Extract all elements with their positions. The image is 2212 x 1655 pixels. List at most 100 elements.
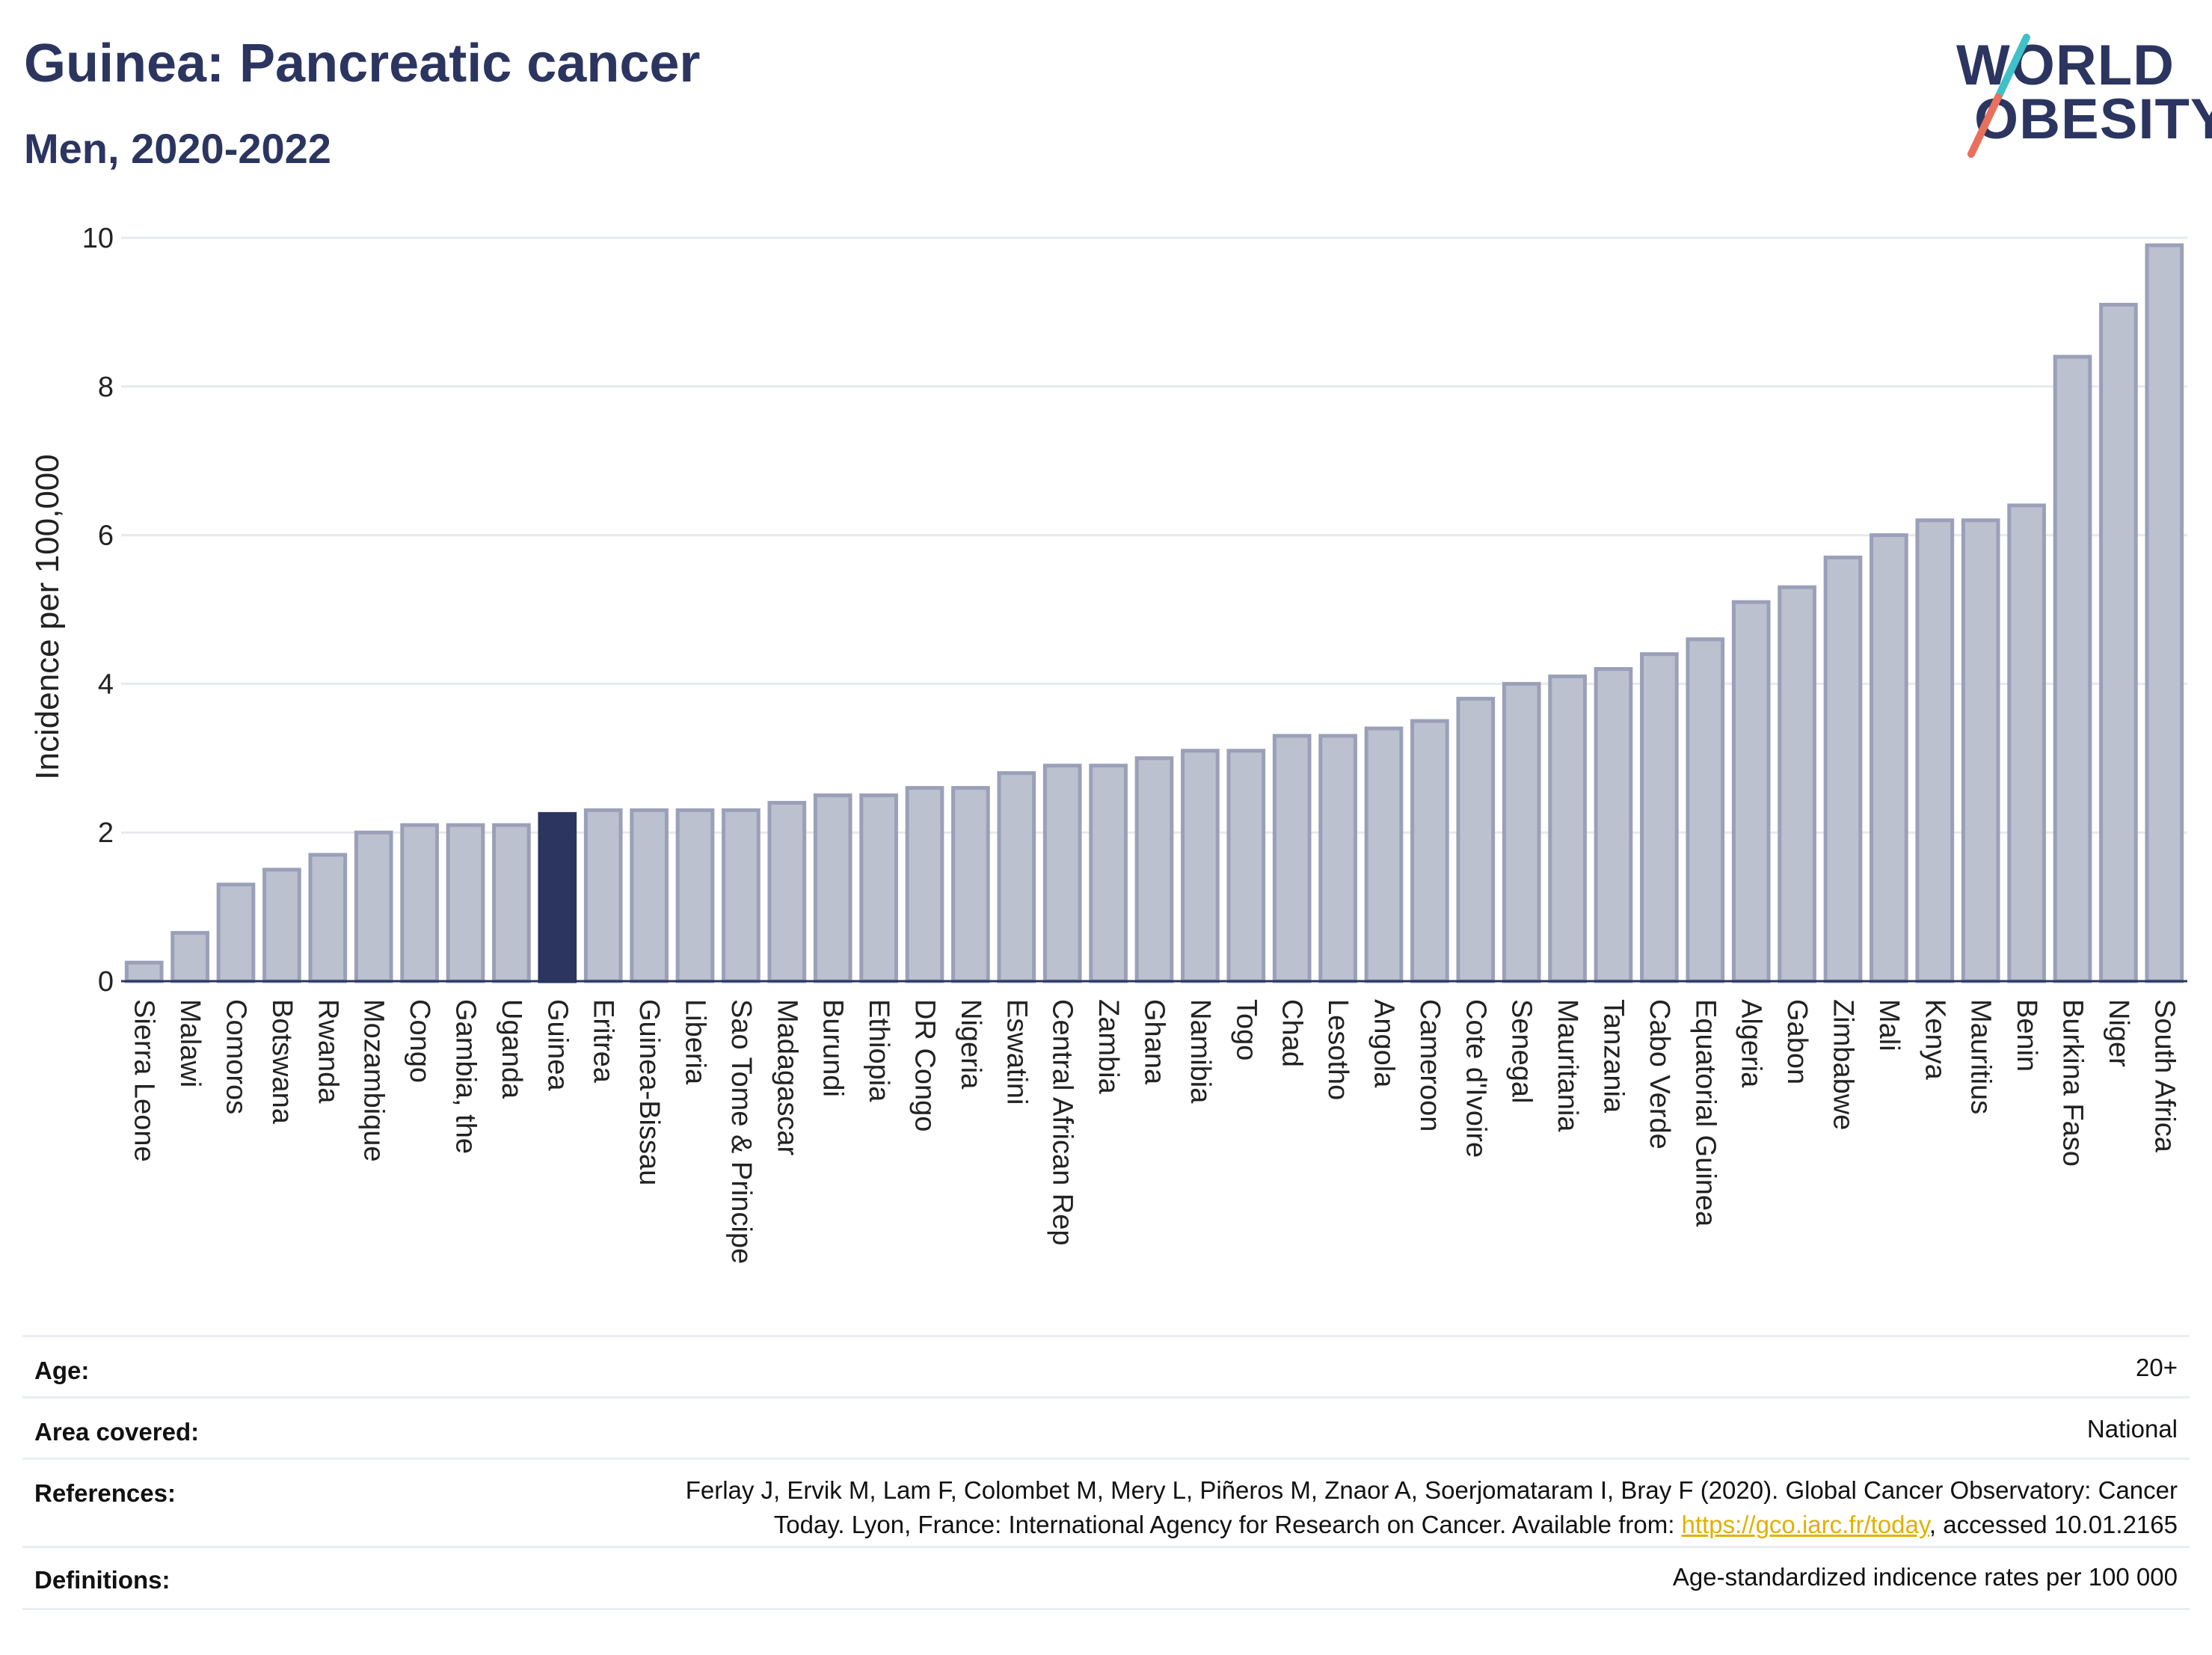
x-category-label: Malawi: [174, 999, 206, 1087]
bar-mauritania: [1548, 674, 1587, 983]
bar-ghana: [1134, 756, 1174, 983]
x-category-label: Rwanda: [312, 999, 343, 1104]
bars: [124, 243, 2184, 983]
x-category-label: Mauritania: [1552, 999, 1583, 1132]
meta-definitions-label: Definitions:: [34, 1566, 170, 1594]
bar-madagascar: [767, 800, 807, 983]
bar-rwanda: [308, 853, 348, 983]
bar-cabo-verde: [1640, 652, 1679, 983]
meta-row-definitions: Definitions: Age-standardized indicence …: [22, 1546, 2190, 1610]
meta-references-label: References:: [34, 1479, 176, 1507]
x-category-label: Guinea-Bissau: [633, 999, 665, 1185]
references-line-2-pre: Today. Lyon, France: International Agenc…: [773, 1511, 1682, 1538]
bar-gabon: [1778, 585, 1816, 983]
x-category-label: Sao Tome & Principe: [725, 999, 757, 1264]
meta-row-references: References: Ferlay J, Ervik M, Lam F, Co…: [22, 1458, 2190, 1548]
x-category-label: Gabon: [1781, 999, 1813, 1084]
x-category-label: Togo: [1230, 999, 1262, 1060]
bar-botswana: [262, 868, 301, 983]
x-category-label: Equatorial Guinea: [1689, 999, 1721, 1227]
x-category-label: Senegal: [1506, 999, 1537, 1103]
x-category-label: Zimbabwe: [1828, 999, 1859, 1130]
x-category-label: Cote d'Ivoire: [1460, 999, 1491, 1158]
x-category-label: Lesotho: [1322, 999, 1354, 1100]
x-category-label: Botswana: [266, 999, 298, 1125]
metadata-table: Age: 20+ Area covered: National Referenc…: [22, 1335, 2190, 1634]
bar-senegal: [1502, 681, 1541, 983]
references-line-2-post: , accessed 10.01.2165: [1929, 1511, 2178, 1538]
x-category-label: Tanzania: [1598, 999, 1629, 1114]
x-category-label: Eswatini: [1001, 999, 1032, 1105]
bar-eswatini: [997, 771, 1036, 983]
x-category-label: Congo: [404, 999, 435, 1083]
bar-togo: [1226, 749, 1266, 983]
x-category-label: Cameroon: [1414, 999, 1446, 1132]
bar-niger: [2099, 302, 2138, 983]
bar-liberia: [675, 808, 715, 983]
bar-burkina-faso: [2053, 354, 2092, 983]
page-title: Guinea: Pancreatic cancer: [24, 34, 701, 93]
bar-eritrea: [583, 808, 623, 983]
x-category-label: Niger: [2103, 999, 2134, 1067]
y-tick-label: 2: [98, 817, 114, 849]
bar-mauritius: [1961, 518, 2000, 983]
y-tick-label: 6: [98, 521, 114, 552]
meta-references-value: Ferlay J, Ervik M, Lam F, Colombet M, Me…: [686, 1473, 2178, 1542]
bar-mali: [1870, 533, 1908, 983]
bar-guinea: [538, 811, 577, 983]
y-axis-title: Incidence per 100,000: [29, 454, 66, 779]
x-category-label: Guinea: [541, 999, 573, 1091]
x-category-label: Eritrea: [588, 999, 619, 1084]
x-category-label: Namibia: [1185, 999, 1216, 1104]
bar-cameroon: [1410, 719, 1449, 983]
bar-nigeria: [951, 786, 990, 983]
x-category-label: Madagascar: [771, 999, 802, 1155]
y-tick-labels: 0 2 4 6 8 10: [82, 223, 114, 998]
x-category-label: Kenya: [1919, 999, 1950, 1081]
bar-burundi: [813, 793, 852, 983]
x-category-label: Mozambique: [358, 999, 390, 1162]
bar-sao-tome-principe: [722, 808, 761, 983]
bar-algeria: [1731, 600, 1771, 983]
x-category-label: Burkina Faso: [2057, 999, 2089, 1167]
x-category-label: Benin: [2011, 999, 2042, 1072]
y-tick-label: 4: [98, 669, 114, 700]
bar-south-africa: [2145, 243, 2184, 983]
bar-central-african-rep: [1042, 764, 1082, 983]
x-category-label: Sierra Leone: [129, 999, 160, 1162]
references-link[interactable]: https://gco.iarc.fr/today: [1681, 1511, 1929, 1538]
bar-ethiopia: [859, 793, 898, 983]
y-tick-label: 10: [82, 223, 114, 254]
x-category-label: Ghana: [1139, 999, 1170, 1085]
meta-area-value: National: [2086, 1415, 2178, 1443]
references-line-2: Today. Lyon, France: International Agenc…: [686, 1508, 2178, 1542]
x-category-label: Algeria: [1736, 999, 1767, 1088]
bar-kenya: [1915, 518, 1955, 983]
x-category-label: Uganda: [496, 999, 527, 1099]
page-subtitle: Men, 2020-2022: [24, 125, 331, 172]
x-category-label: Comoros: [221, 999, 252, 1114]
x-category-label: Zambia: [1093, 999, 1124, 1095]
x-category-label: Cabo Verde: [1644, 999, 1675, 1149]
references-line-1: Ferlay J, Ervik M, Lam F, Colombet M, Me…: [685, 1476, 2178, 1504]
bar-dr-congo: [905, 786, 944, 983]
bar-mozambique: [354, 830, 393, 983]
bar-chart: 0 2 4 6 8 10 Sierra Leone Malawi Comoros Botswan…: [29, 223, 2187, 1264]
logo-line-2: OBESITY: [1974, 87, 2212, 151]
bar-equatorial-guinea: [1686, 637, 1725, 983]
x-category-label: Liberia: [680, 999, 711, 1085]
bar-congo: [400, 823, 439, 983]
meta-row-age: Age: 20+: [22, 1335, 2190, 1398]
world-obesity-logo: WORLD OBESITY: [1944, 30, 2212, 165]
y-tick-label: 8: [98, 372, 114, 403]
x-category-label: Mali: [1873, 999, 1905, 1051]
bar-chad: [1272, 734, 1312, 983]
bar-zambia: [1089, 764, 1128, 983]
bar-guinea-bissau: [630, 808, 669, 983]
x-category-label: DR Congo: [909, 999, 941, 1132]
logo-line-1: WORLD: [1956, 34, 2175, 97]
bar-zimbabwe: [1823, 555, 1863, 983]
x-category-label: Mauritius: [1965, 999, 1997, 1114]
bar-uganda: [492, 823, 531, 983]
bar-lesotho: [1318, 734, 1357, 983]
